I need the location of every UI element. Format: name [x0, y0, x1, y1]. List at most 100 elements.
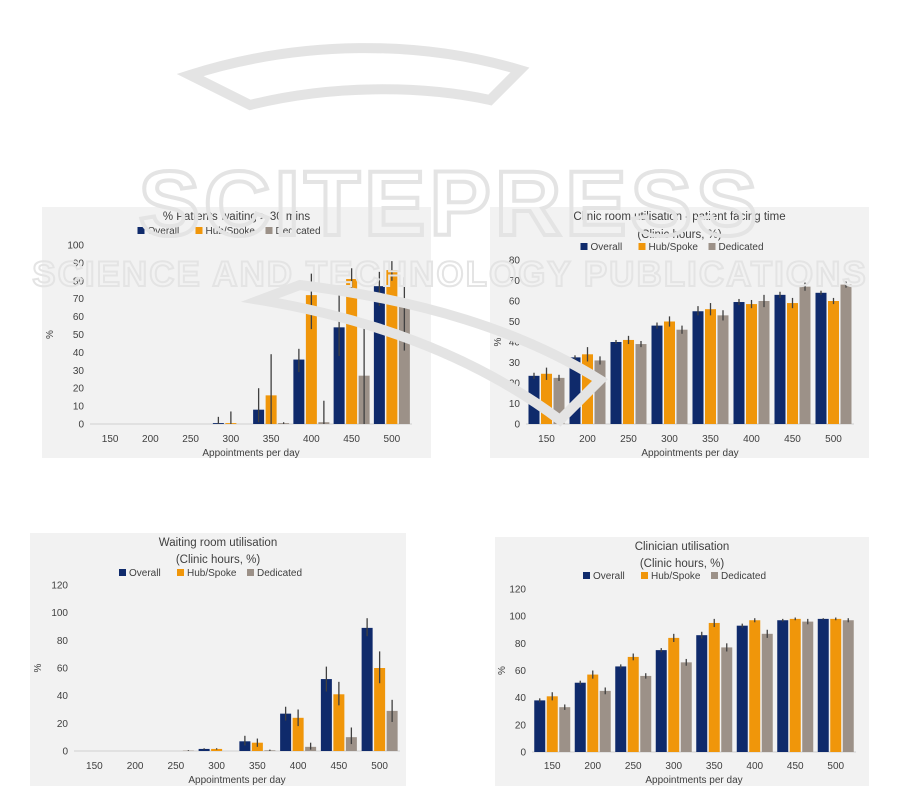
y-tick-label: 30: [73, 366, 85, 377]
bar: [574, 682, 586, 752]
bar: [761, 633, 773, 752]
chart-subtitle: (Clinic hours, %): [637, 229, 722, 241]
x-tick-label: 350: [706, 761, 723, 772]
x-tick-label: 200: [142, 434, 159, 445]
x-tick-label: 250: [625, 761, 642, 772]
bar: [774, 294, 786, 424]
bar: [733, 302, 745, 424]
bar: [708, 622, 720, 752]
chart-title: % Patients waiting > 30 mins: [163, 211, 311, 223]
bar: [610, 342, 622, 424]
x-tick-label: 200: [579, 434, 596, 445]
y-tick-label: 60: [515, 666, 527, 677]
bar: [582, 354, 593, 424]
x-tick-label: 500: [825, 434, 842, 445]
x-tick-label: 200: [127, 761, 144, 772]
legend-label: Overall: [148, 226, 180, 237]
bar: [668, 637, 680, 752]
bar: [736, 625, 748, 752]
y-axis-label: %: [493, 337, 504, 346]
y-tick-label: 60: [57, 664, 69, 675]
bar: [696, 635, 708, 752]
bar: [664, 321, 675, 424]
y-tick-label: 60: [73, 312, 85, 323]
y-tick-label: 20: [509, 379, 521, 390]
x-tick-label: 350: [702, 434, 719, 445]
y-tick-label: 70: [509, 276, 521, 287]
chart-subtitle: (Clinic hours, %): [640, 558, 725, 570]
legend-label: Dedicated: [257, 568, 302, 579]
legend-swatch: [137, 227, 145, 234]
bar: [361, 627, 373, 751]
bar: [386, 710, 398, 751]
legend-swatch: [638, 243, 646, 250]
y-tick-label: 50: [509, 317, 521, 328]
x-tick-label: 350: [263, 434, 280, 445]
y-tick-label: 30: [509, 358, 521, 369]
bar: [627, 656, 639, 752]
y-tick-label: 50: [73, 330, 85, 341]
bar: [746, 304, 757, 424]
bar: [280, 713, 292, 751]
y-tick-label: 0: [78, 420, 84, 431]
x-tick-label: 450: [343, 434, 360, 445]
bar: [346, 279, 358, 424]
legend-swatch: [177, 569, 184, 576]
legend-label: Hub/Spoke: [206, 226, 256, 237]
x-tick-label: 350: [249, 761, 266, 772]
x-axis-label: Appointments per day: [645, 775, 742, 786]
chart-clinic-room-utilisation: Clinic room utilisation - patient facing…: [490, 207, 869, 458]
chart-title: Waiting room utilisation: [159, 537, 277, 549]
y-tick-label: 0: [62, 747, 68, 758]
bar: [842, 620, 854, 752]
bar: [528, 375, 540, 424]
legend-swatch: [119, 569, 126, 576]
legend-label: Dedicated: [719, 242, 764, 253]
bar: [749, 620, 761, 752]
x-tick-label: 300: [665, 761, 682, 772]
legend-swatch: [583, 572, 590, 579]
bar: [292, 717, 304, 751]
legend-swatch: [711, 572, 718, 579]
bar: [239, 741, 251, 751]
x-tick-label: 450: [787, 761, 804, 772]
y-tick-label: 60: [509, 297, 521, 308]
y-tick-label: 20: [515, 720, 527, 731]
x-tick-label: 250: [168, 761, 185, 772]
chart-svg: Clinician utilisation (Clinic hours, %) Ov…: [497, 541, 856, 786]
x-tick-label: 500: [384, 434, 401, 445]
legend-label: Overall: [591, 242, 623, 253]
legend-label: Overall: [593, 571, 625, 582]
x-tick-label: 400: [303, 434, 320, 445]
legend-label: Overall: [129, 568, 161, 579]
chart-subtitle: (Clinic hours, %): [176, 554, 261, 566]
x-tick-label: 300: [208, 761, 225, 772]
x-tick-label: 300: [661, 434, 678, 445]
x-tick-label: 150: [538, 434, 555, 445]
y-tick-label: 40: [515, 693, 527, 704]
bar: [758, 301, 770, 424]
legend-label: Dedicated: [276, 226, 321, 237]
legend-label: Hub/Spoke: [651, 571, 701, 582]
x-tick-label: 450: [331, 761, 348, 772]
bar: [802, 621, 814, 752]
bar: [817, 618, 829, 752]
bar: [828, 301, 839, 424]
legend-label: Hub/Spoke: [187, 568, 237, 579]
legend-swatch: [247, 569, 254, 576]
bar: [640, 675, 652, 752]
bar: [651, 325, 663, 424]
bar: [680, 662, 692, 752]
chart-patients-waiting: % Patients waiting > 30 mins Overall Hub/S…: [42, 207, 431, 458]
y-tick-label: 80: [57, 636, 69, 647]
legend-swatch: [265, 227, 273, 234]
legend-swatch: [641, 572, 648, 579]
bar: [534, 700, 546, 752]
x-axis-label: Appointments per day: [188, 775, 285, 786]
bar: [692, 311, 704, 424]
x-tick-label: 300: [223, 434, 240, 445]
chart-waiting-room-utilisation: Waiting room utilisation (Clinic hours, %…: [30, 533, 406, 786]
chart-svg: Waiting room utilisation (Clinic hours, %…: [33, 537, 400, 786]
bar: [655, 650, 667, 752]
y-tick-label: 10: [509, 399, 521, 410]
